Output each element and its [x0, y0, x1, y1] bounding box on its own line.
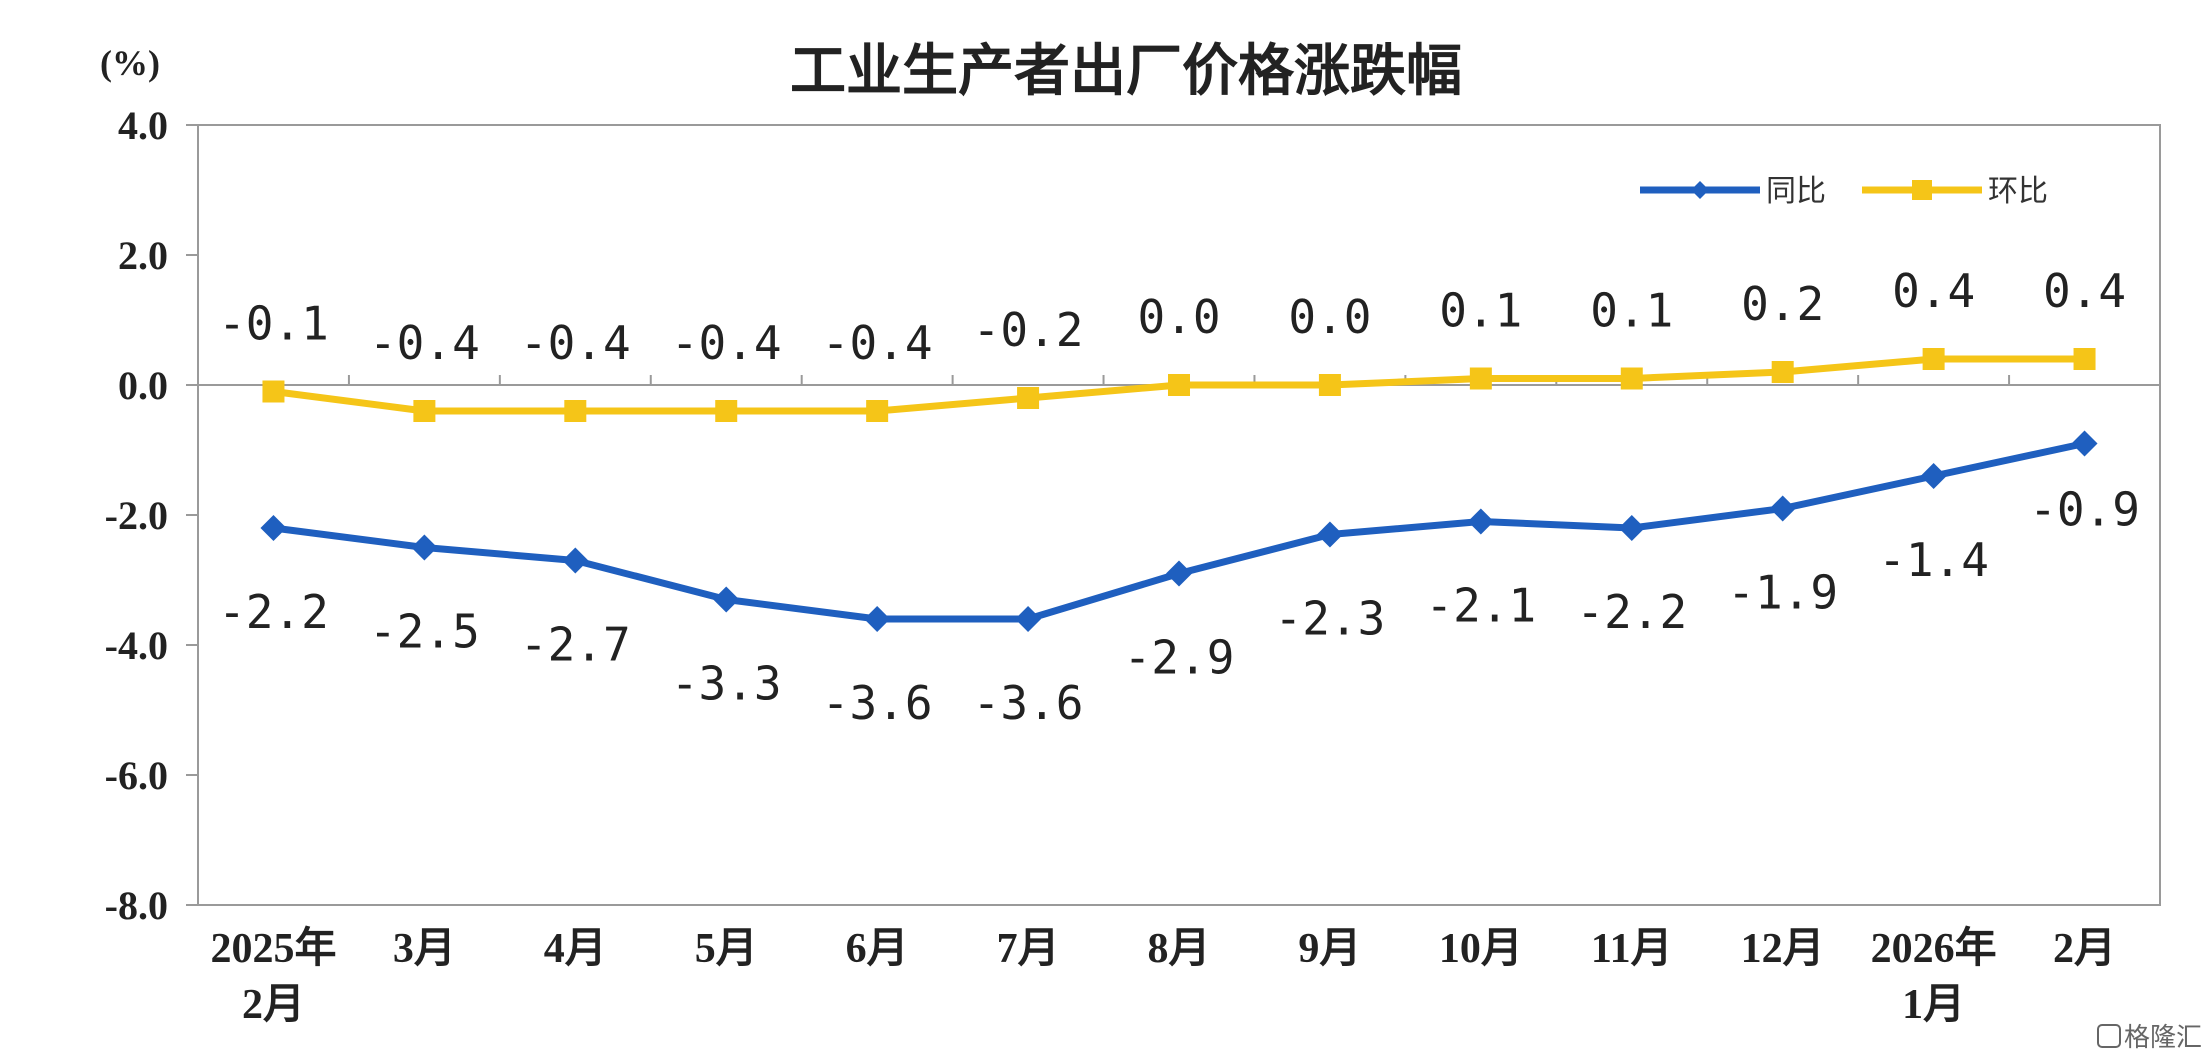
- x-tick-label: 2月: [2053, 926, 2116, 972]
- data-point: [413, 400, 436, 422]
- data-label: -3.6: [973, 676, 1084, 730]
- data-point: [1467, 508, 1494, 535]
- data-label: -2.9: [1124, 631, 1235, 685]
- data-point: [1771, 361, 1794, 383]
- x-axis: 2025年 2月 3月 4月 5月 6月 7月 8月 9月 10月 11月 12月 2026年 1月 2月: [210, 375, 2116, 1028]
- legend-marker: [1691, 181, 1709, 199]
- x-tick-label: 9月: [1298, 926, 1361, 972]
- data-label: -0.4: [520, 316, 631, 370]
- data-label: 0.2: [1741, 277, 1824, 331]
- data-label: 0.4: [1892, 264, 1975, 318]
- data-label: -0.4: [369, 316, 480, 370]
- data-label: -0.9: [2029, 483, 2140, 537]
- x-tick-label: 7月: [997, 926, 1060, 972]
- legend-marker: [1912, 180, 1932, 200]
- y-axis-unit: (%): [100, 43, 160, 83]
- data-label: -0.1: [218, 297, 329, 351]
- data-point: [1769, 495, 1796, 522]
- x-tick-label: 11月: [1591, 926, 1673, 972]
- data-point: [564, 400, 587, 422]
- data-point: [1017, 387, 1040, 409]
- data-point: [562, 547, 589, 574]
- data-label: -1.4: [1878, 533, 1989, 587]
- data-point: [262, 380, 285, 403]
- series-layer: -2.2 -2.5 -2.7 -3.3 -3.6 -3.6 -2.9 -2.3 -2.1 -2.2…: [218, 264, 2140, 730]
- data-point: [866, 400, 889, 422]
- y-tick-label: 4.0: [118, 103, 168, 148]
- x-tick-label: 12月: [1741, 926, 1825, 972]
- watermark: 格隆汇: [2097, 1023, 2202, 1053]
- data-point: [1316, 521, 1343, 548]
- data-point: [2071, 430, 2098, 457]
- data-point: [1922, 348, 1945, 370]
- legend-label: 环比: [1988, 174, 2048, 209]
- series-mom: -0.1 -0.4 -0.4 -0.4 -0.4 -0.2 0.0 0.0 0.1 0.1 0.2 0…: [218, 264, 2126, 422]
- data-point: [260, 515, 287, 541]
- x-tick-label: 4月: [544, 926, 607, 972]
- data-point: [715, 400, 738, 422]
- x-tick-label: 2026年: [1871, 925, 1997, 972]
- data-label: -2.7: [520, 618, 631, 672]
- data-label: 0.4: [2043, 264, 2126, 318]
- data-label: -3.6: [822, 676, 933, 730]
- data-label: -2.2: [218, 585, 329, 639]
- y-tick-label: -6.0: [105, 753, 168, 798]
- watermark-logo-icon: [2097, 1024, 2121, 1048]
- y-axis: 4.0 2.0 0.0 -2.0 -4.0 -6.0 -8.0: [105, 103, 198, 928]
- y-tick-label: 2.0: [118, 233, 168, 278]
- data-label: -0.4: [822, 316, 933, 370]
- data-point: [1469, 367, 1492, 390]
- watermark-text: 格隆汇: [2124, 1023, 2202, 1053]
- x-tick-label: 3月: [393, 926, 456, 972]
- legend-label: 同比: [1766, 174, 1826, 209]
- series-yoy: -2.2 -2.5 -2.7 -3.3 -3.6 -3.6 -2.9 -2.3 -2.1 -2.2…: [218, 430, 2140, 730]
- data-point: [864, 606, 891, 632]
- data-label: -2.2: [1576, 585, 1687, 639]
- x-tick-label: 8月: [1147, 926, 1210, 972]
- data-label: 0.1: [1590, 284, 1673, 338]
- plot-frame: [197, 124, 2161, 906]
- legend: 同比 环比: [1640, 174, 2048, 209]
- data-label: 0.0: [1137, 290, 1220, 344]
- y-tick-label: -2.0: [105, 493, 168, 538]
- x-tick-label: 2月: [242, 982, 305, 1028]
- chart-title: 工业生产者出厂价格涨跌幅: [790, 39, 1462, 104]
- x-tick-label: 5月: [695, 926, 758, 972]
- y-tick-label: -8.0: [105, 883, 168, 928]
- y-tick-label: -4.0: [105, 623, 168, 668]
- data-point: [411, 534, 438, 561]
- x-tick-label: 1月: [1902, 982, 1965, 1028]
- data-label: -1.9: [1727, 566, 1838, 620]
- data-point: [1920, 463, 1947, 489]
- data-label: -2.5: [369, 605, 480, 659]
- data-label: -2.3: [1275, 592, 1386, 646]
- data-label: -0.2: [973, 303, 1084, 357]
- x-tick-label: 6月: [846, 926, 909, 972]
- data-point: [713, 586, 740, 613]
- data-point: [1318, 374, 1341, 396]
- x-tick-label: 2025年: [210, 925, 336, 972]
- data-label: 0.0: [1288, 290, 1371, 344]
- data-point: [1618, 515, 1645, 541]
- data-label: -3.3: [671, 657, 782, 711]
- data-label: 0.1: [1439, 284, 1522, 338]
- data-point: [1166, 560, 1192, 587]
- x-tick-label: 10月: [1439, 926, 1523, 972]
- data-point: [1620, 367, 1643, 390]
- data-point: [1015, 606, 1042, 632]
- data-point: [1168, 374, 1190, 396]
- legend-item-yoy: 同比: [1640, 174, 1826, 209]
- y-tick-label: 0.0: [118, 363, 168, 408]
- data-label: -0.4: [671, 316, 782, 370]
- data-label: -2.1: [1425, 579, 1536, 633]
- legend-item-mom: 环比: [1862, 174, 2048, 209]
- data-point: [2073, 348, 2096, 370]
